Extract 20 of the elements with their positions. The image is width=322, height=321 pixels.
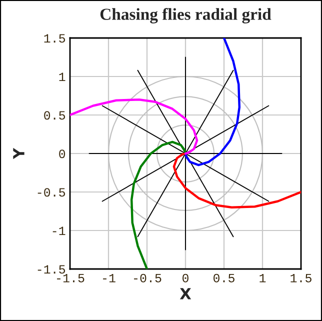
y-tick-label: -1.5	[38, 265, 66, 274]
x-axis-title: X	[180, 288, 192, 300]
y-tick-label: 1	[59, 72, 66, 82]
x-tick-label: -1	[103, 274, 116, 282]
y-tick-label: 0.5	[44, 111, 66, 120]
x-tick-label: 0	[182, 274, 188, 282]
line-series	[172, 152, 301, 209]
line-series	[70, 98, 198, 155]
chart-title: Chasing flies radial grid	[100, 8, 272, 24]
y-tick-label: 1.5	[44, 34, 66, 43]
x-tick-label: -0.5	[134, 274, 162, 282]
x-tick-label: 0.5	[214, 274, 234, 282]
y-tick-label: -1	[52, 226, 66, 236]
line-series	[130, 140, 187, 269]
x-tick-label: 1.5	[290, 274, 312, 282]
x-tick-label: 1	[260, 274, 266, 282]
y-tick-label: 0	[59, 150, 66, 158]
line-series	[184, 38, 241, 166]
y-tick-label: -0.5	[38, 188, 66, 197]
y-axis-title: Y	[13, 148, 24, 160]
